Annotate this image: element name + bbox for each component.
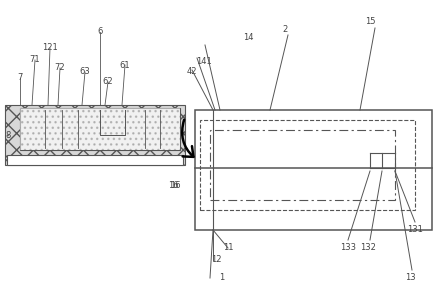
Text: 13: 13 bbox=[405, 273, 415, 282]
Text: 72: 72 bbox=[55, 64, 65, 72]
Text: 141: 141 bbox=[196, 57, 212, 66]
Bar bbox=[20, 108, 180, 150]
Bar bbox=[20, 108, 180, 150]
Text: 16: 16 bbox=[168, 180, 178, 189]
Text: 121: 121 bbox=[42, 44, 58, 52]
Text: 15: 15 bbox=[365, 17, 375, 26]
Text: 11: 11 bbox=[223, 244, 233, 253]
Text: 71: 71 bbox=[30, 55, 40, 64]
Bar bbox=[210, 130, 395, 200]
Text: 7: 7 bbox=[17, 73, 23, 82]
Text: 133: 133 bbox=[340, 244, 356, 253]
Text: 131: 131 bbox=[407, 226, 423, 235]
Text: 62: 62 bbox=[103, 77, 113, 86]
Bar bbox=[7, 155, 183, 165]
Text: 12: 12 bbox=[211, 255, 221, 264]
Text: 8: 8 bbox=[5, 130, 10, 139]
Text: 2: 2 bbox=[282, 26, 288, 35]
Text: 14: 14 bbox=[243, 34, 253, 43]
FancyArrowPatch shape bbox=[182, 120, 194, 157]
Text: 42: 42 bbox=[187, 68, 197, 77]
Text: 1: 1 bbox=[219, 273, 225, 282]
Text: 63: 63 bbox=[80, 68, 90, 77]
Text: 6: 6 bbox=[97, 28, 103, 37]
Text: 61: 61 bbox=[120, 61, 130, 70]
Text: 132: 132 bbox=[360, 244, 376, 253]
Bar bbox=[200, 120, 415, 210]
Text: 16: 16 bbox=[170, 180, 180, 189]
Bar bbox=[195, 110, 432, 230]
Bar bbox=[5, 105, 185, 165]
